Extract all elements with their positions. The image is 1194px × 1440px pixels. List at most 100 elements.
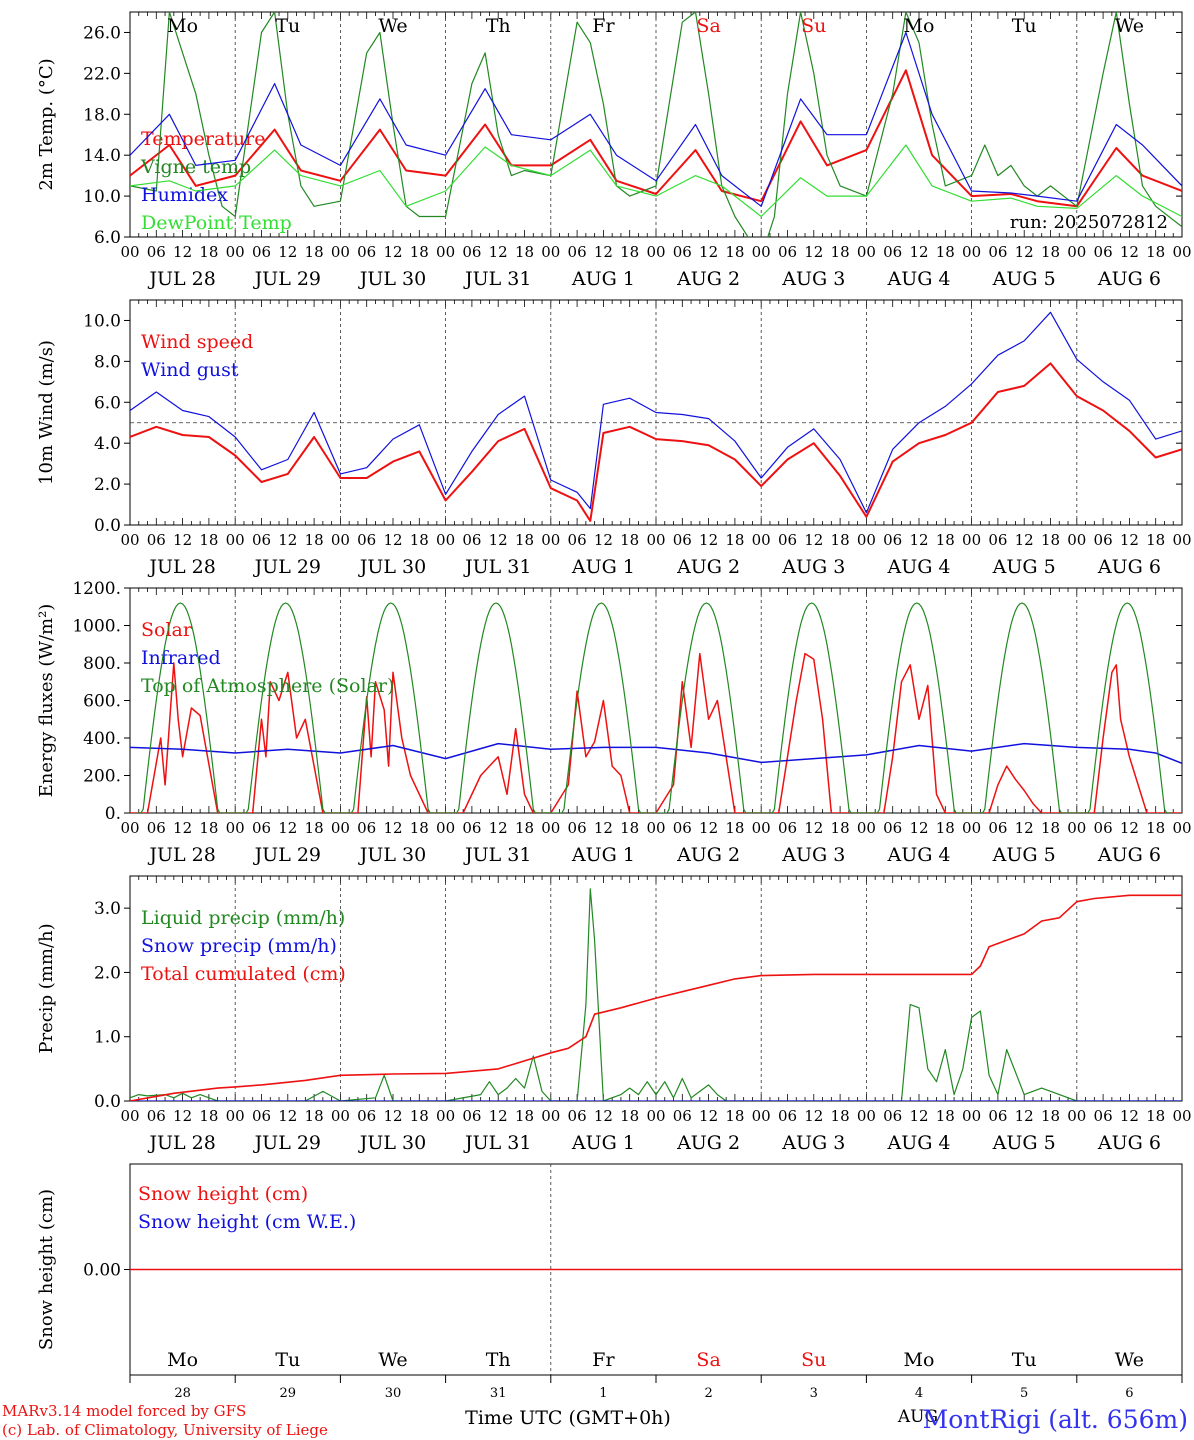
series-line-0 xyxy=(130,888,1182,1101)
hour-tick-label: 18 xyxy=(831,531,850,549)
hour-tick-label: 18 xyxy=(410,531,429,549)
hour-tick-label: 00 xyxy=(752,1107,771,1125)
hour-tick-label: 00 xyxy=(436,531,455,549)
hour-tick-label: 06 xyxy=(883,819,902,837)
hour-tick-label: 18 xyxy=(515,243,534,261)
hour-tick-label: 12 xyxy=(489,1107,508,1125)
date-label: JUL 29 xyxy=(253,556,321,578)
date-label: AUG 4 xyxy=(886,1132,950,1154)
hour-tick-label: 18 xyxy=(515,819,534,837)
date-label: AUG 6 xyxy=(1097,1132,1161,1154)
hour-tick-label: 00 xyxy=(541,819,560,837)
date-label: AUG 1 xyxy=(571,556,635,578)
hour-tick-label: 06 xyxy=(462,243,481,261)
date-label: JUL 30 xyxy=(358,556,426,578)
hour-tick-label: 00 xyxy=(331,243,350,261)
day-name-label: Mo xyxy=(904,1349,935,1371)
hour-tick-label: 06 xyxy=(988,1107,1007,1125)
hour-tick-label: 12 xyxy=(278,819,297,837)
hour-tick-label: 12 xyxy=(909,243,928,261)
hour-tick-label: 12 xyxy=(489,531,508,549)
hour-tick-label: 12 xyxy=(173,243,192,261)
hour-tick-label: 12 xyxy=(1015,1107,1034,1125)
hour-tick-label: 12 xyxy=(1120,531,1139,549)
hour-tick-label: 12 xyxy=(804,1107,823,1125)
hour-tick-label: 06 xyxy=(988,531,1007,549)
plot-frame xyxy=(129,11,1183,238)
date-label: AUG 6 xyxy=(1097,556,1161,578)
hour-tick-label: 06 xyxy=(778,819,797,837)
hour-tick-label: 06 xyxy=(988,243,1007,261)
day-name-label: Fr xyxy=(592,15,615,37)
hour-tick-label: 18 xyxy=(1041,819,1060,837)
hour-tick-label: 12 xyxy=(804,819,823,837)
day-name-label: Mo xyxy=(167,1349,198,1371)
hour-tick-label: 06 xyxy=(673,531,692,549)
hour-tick-label: 12 xyxy=(489,243,508,261)
hour-tick-label: 06 xyxy=(883,1107,902,1125)
y-tick-label: 600. xyxy=(83,692,121,712)
x-axis-title: Time UTC (GMT+0h) xyxy=(465,1407,671,1429)
y-tick-label: 3.0 xyxy=(94,899,121,919)
hour-tick-label: 12 xyxy=(278,1107,297,1125)
legend-entry: Snow precip (mm/h) xyxy=(141,935,337,957)
hour-tick-label: 12 xyxy=(699,531,718,549)
hour-tick-label: 00 xyxy=(646,819,665,837)
hour-tick-label: 12 xyxy=(278,531,297,549)
date-label: AUG 1 xyxy=(571,844,635,866)
hour-tick-label: 18 xyxy=(620,819,639,837)
hour-tick-label: 00 xyxy=(962,819,981,837)
hour-tick-label: 18 xyxy=(199,243,218,261)
hour-tick-label: 06 xyxy=(462,1107,481,1125)
hour-tick-label: 18 xyxy=(936,531,955,549)
series-line-2 xyxy=(130,894,1182,1101)
hour-tick-label: 18 xyxy=(199,1107,218,1125)
hour-tick-label: 00 xyxy=(857,531,876,549)
date-label: AUG 3 xyxy=(781,556,845,578)
hour-tick-label: 00 xyxy=(752,819,771,837)
day-name-label: Fr xyxy=(592,1349,615,1371)
day-name-label: Th xyxy=(486,15,511,37)
hour-tick-label: 00 xyxy=(226,1107,245,1125)
series-line-0 xyxy=(130,362,1182,522)
hour-tick-label: 00 xyxy=(962,531,981,549)
hour-tick-label: 00 xyxy=(226,243,245,261)
hour-tick-label: 00 xyxy=(1067,531,1086,549)
hour-tick-label: 00 xyxy=(857,819,876,837)
hour-tick-label: 18 xyxy=(410,1107,429,1125)
hour-tick-label: 00 xyxy=(541,243,560,261)
series-line-1 xyxy=(130,311,1182,514)
hour-tick-label: 06 xyxy=(778,1107,797,1125)
day-name-label: Tu xyxy=(275,15,300,37)
hour-tick-label: 18 xyxy=(620,243,639,261)
hour-tick-label: 18 xyxy=(620,531,639,549)
date-label: JUL 30 xyxy=(358,844,426,866)
hour-tick-label: 12 xyxy=(1015,531,1034,549)
hour-tick-label: 12 xyxy=(909,819,928,837)
day-name-label: We xyxy=(1115,1349,1144,1371)
hour-tick-label: 00 xyxy=(646,243,665,261)
hour-tick-label: 12 xyxy=(594,819,613,837)
hour-tick-label: 18 xyxy=(305,243,324,261)
hour-tick-label: 06 xyxy=(462,819,481,837)
hour-tick-label: 18 xyxy=(936,819,955,837)
hour-tick-label: 06 xyxy=(988,819,1007,837)
hour-tick-label: 06 xyxy=(568,819,587,837)
hour-tick-label: 12 xyxy=(173,531,192,549)
hour-tick-label: 12 xyxy=(594,1107,613,1125)
date-label: AUG 3 xyxy=(781,1132,845,1154)
hour-tick-label: 18 xyxy=(725,243,744,261)
date-label: AUG 3 xyxy=(781,268,845,290)
series-line-0 xyxy=(130,69,1182,208)
station-name: MontRigi (alt. 656m) xyxy=(923,1405,1188,1434)
date-label: AUG 2 xyxy=(676,844,740,866)
hour-tick-label: 00 xyxy=(1172,531,1191,549)
y-tick-label: 14.0 xyxy=(83,146,121,166)
hour-tick-label: 18 xyxy=(305,1107,324,1125)
hour-tick-label: 18 xyxy=(1041,1107,1060,1125)
hour-tick-label: 18 xyxy=(515,1107,534,1125)
series-line-2 xyxy=(130,31,1182,207)
lab-credit: (c) Lab. of Climatology, University of L… xyxy=(2,1421,328,1439)
hour-tick-label: 12 xyxy=(173,819,192,837)
hour-tick-label: 00 xyxy=(1172,1107,1191,1125)
